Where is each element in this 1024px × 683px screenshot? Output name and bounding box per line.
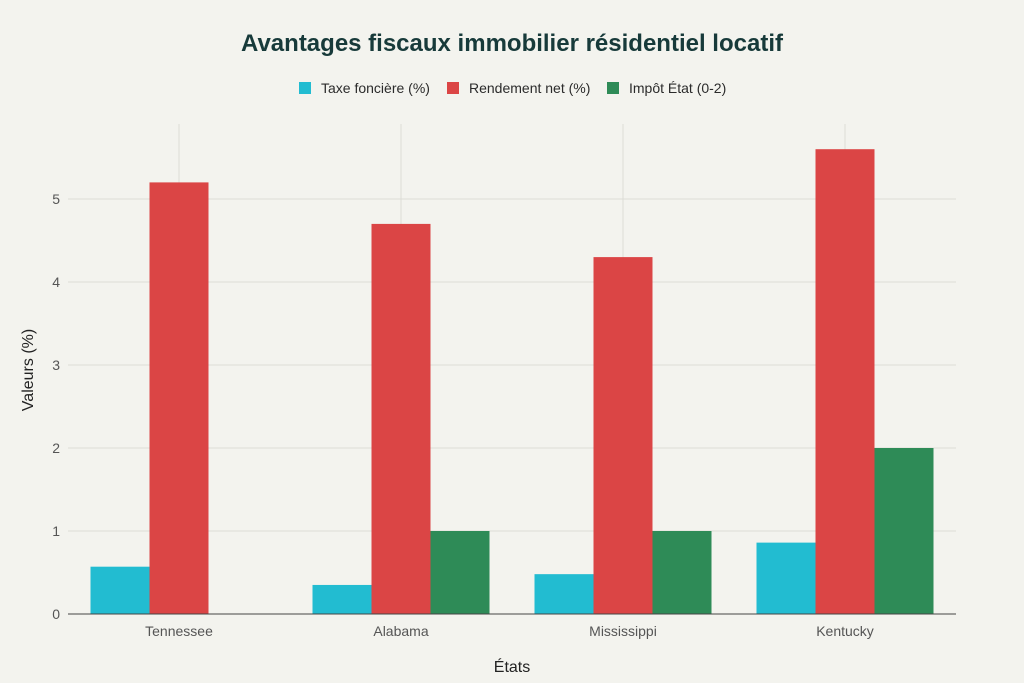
legend-swatch-1 (447, 82, 459, 94)
bar-mississippi-series-0[interactable] (534, 574, 594, 614)
y-tick-label: 1 (52, 523, 60, 539)
bars (90, 149, 934, 614)
bar-kentucky-series-1[interactable] (815, 149, 875, 614)
legend-label-0[interactable]: Taxe foncière (%) (321, 80, 430, 96)
y-tick-labels: 0 1 2 3 4 5 (52, 191, 60, 622)
bar-kentucky-series-2[interactable] (874, 448, 934, 614)
legend-label-1[interactable]: Rendement net (%) (469, 80, 590, 96)
x-tick-label: Tennessee (145, 623, 213, 639)
y-tick-label: 2 (52, 440, 60, 456)
bar-kentucky-series-0[interactable] (756, 542, 816, 614)
x-tick-label: Alabama (373, 623, 428, 639)
bar-mississippi-series-2[interactable] (652, 531, 712, 614)
chart-title: Avantages fiscaux immobilier résidentiel… (241, 30, 784, 57)
y-tick-label: 5 (52, 191, 60, 207)
legend: Taxe foncière (%) Rendement net (%) Impô… (299, 80, 726, 96)
y-tick-label: 3 (52, 357, 60, 373)
x-tick-label: Kentucky (816, 623, 874, 639)
bar-tennessee-series-1[interactable] (149, 182, 209, 614)
bar-mississippi-series-1[interactable] (593, 257, 653, 614)
x-tick-label: Mississippi (589, 623, 657, 639)
y-axis-title: Valeurs (%) (20, 329, 37, 411)
bar-alabama-series-1[interactable] (371, 223, 431, 614)
x-tick-labels: Tennessee Alabama Mississippi Kentucky (145, 623, 874, 639)
legend-swatch-2 (607, 82, 619, 94)
legend-label-2[interactable]: Impôt État (0-2) (629, 80, 726, 96)
bar-alabama-series-2[interactable] (430, 531, 490, 614)
legend-swatch-0 (299, 82, 311, 94)
y-tick-label: 4 (52, 274, 60, 290)
bar-alabama-series-0[interactable] (312, 584, 372, 614)
y-tick-label: 0 (52, 606, 60, 622)
x-axis-title: États (494, 657, 530, 676)
bar-tennessee-series-0[interactable] (90, 566, 150, 614)
